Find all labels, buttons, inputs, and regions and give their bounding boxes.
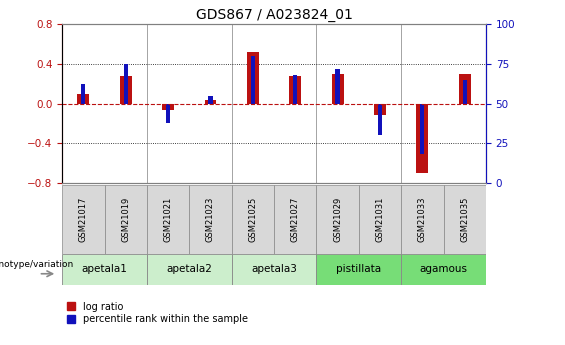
Bar [401,185,444,254]
Text: GSM21019: GSM21019 [121,196,130,242]
Text: GSM21031: GSM21031 [376,196,384,242]
Bar [232,185,274,254]
Bar [77,93,89,104]
Bar [189,185,232,254]
Bar [162,104,174,110]
Text: GSM21025: GSM21025 [249,196,257,242]
Bar [166,104,170,122]
Text: apetala3: apetala3 [251,264,297,274]
Text: GSM21035: GSM21035 [460,196,469,242]
Bar [444,185,486,254]
Bar [147,254,232,285]
Bar [81,85,85,103]
Text: GSM21027: GSM21027 [291,196,299,242]
Bar [316,185,359,254]
Legend: log ratio, percentile rank within the sample: log ratio, percentile rank within the sa… [67,302,247,325]
Bar [232,254,316,285]
Bar [359,185,401,254]
Bar [147,185,189,254]
Bar [62,254,147,285]
Text: pistillata: pistillata [336,264,381,274]
Bar [420,104,424,154]
Text: GSM21017: GSM21017 [79,196,88,242]
Text: GSM21021: GSM21021 [164,196,172,242]
Bar [251,56,255,104]
Text: agamous: agamous [420,264,467,274]
Bar [274,185,316,254]
Bar [208,96,212,104]
Bar [105,185,147,254]
Bar [378,104,382,135]
Bar [416,104,428,173]
Bar [459,74,471,104]
Title: GDS867 / A023824_01: GDS867 / A023824_01 [195,8,353,22]
Bar [289,76,301,104]
Text: genotype/variation: genotype/variation [0,260,74,269]
Text: GSM21033: GSM21033 [418,196,427,242]
Bar [205,99,216,104]
Bar [124,64,128,104]
Bar [62,185,105,254]
Bar [336,69,340,104]
Text: apetala1: apetala1 [81,264,128,274]
Bar [332,74,344,104]
Bar [120,76,132,104]
Bar [463,80,467,104]
Text: GSM21023: GSM21023 [206,196,215,242]
Bar [247,52,259,104]
Bar [401,254,486,285]
Text: GSM21029: GSM21029 [333,196,342,242]
Bar [293,75,297,104]
Bar [316,254,401,285]
Bar [374,104,386,115]
Text: apetala2: apetala2 [166,264,212,274]
